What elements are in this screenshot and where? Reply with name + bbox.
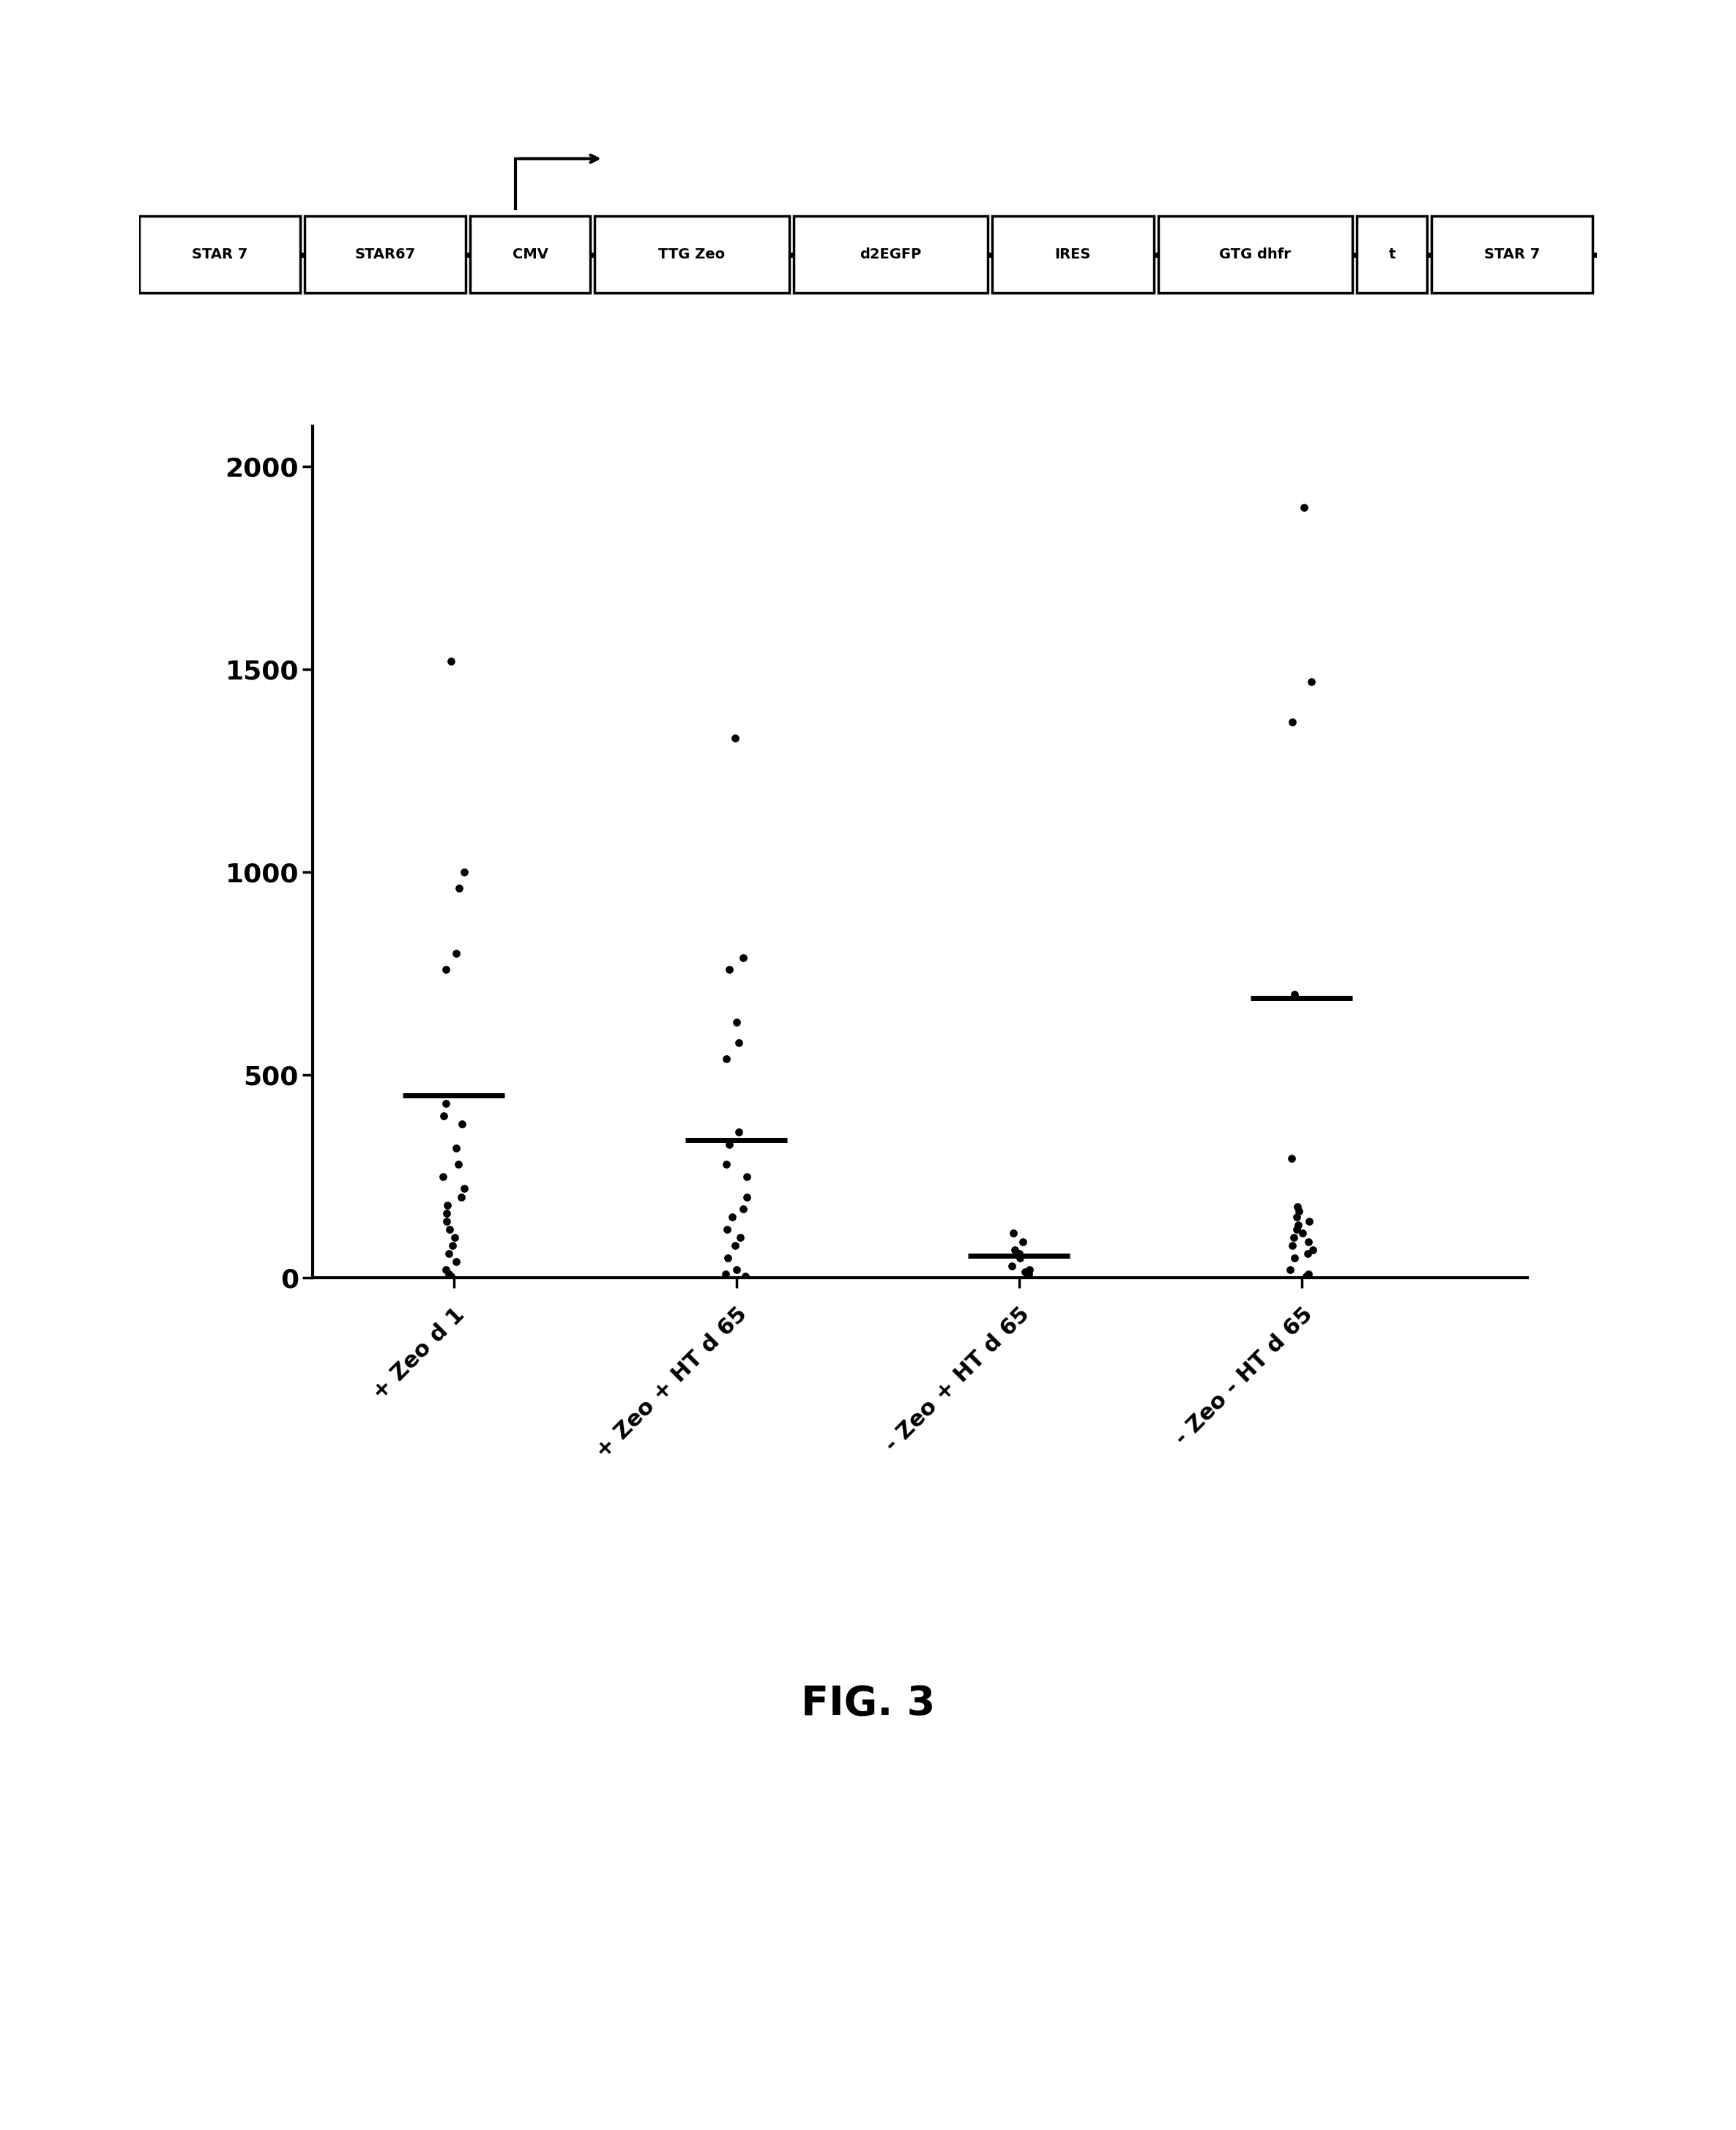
Point [720, 1229, 748, 1263]
Text: IRES: IRES [1055, 247, 1090, 262]
Bar [1358, 215, 1427, 294]
Point [1295, 1225, 1323, 1259]
Point [444, 1148, 472, 1182]
Text: STAR 7: STAR 7 [1484, 247, 1540, 262]
Text: FIG. 3: FIG. 3 [800, 1685, 936, 1723]
Point [1009, 1225, 1036, 1259]
Point [1000, 1216, 1028, 1250]
Point [715, 952, 743, 986]
Point [729, 1193, 757, 1227]
Point [1281, 1240, 1309, 1274]
Point [998, 1248, 1026, 1282]
Point [432, 1086, 460, 1120]
Point [1283, 1212, 1311, 1246]
Point [441, 1220, 469, 1255]
Text: GTG dhfr: GTG dhfr [1219, 247, 1292, 262]
Point [733, 1159, 760, 1193]
Point [434, 1189, 462, 1223]
Point [448, 1180, 476, 1214]
Point [715, 1127, 743, 1161]
Bar [1432, 215, 1592, 294]
Point [443, 1244, 470, 1278]
Text: t: t [1389, 247, 1396, 262]
Point [1016, 1252, 1043, 1287]
Point [1005, 1238, 1033, 1272]
Point [1278, 1142, 1305, 1176]
Point [432, 1252, 460, 1287]
Point [443, 937, 470, 971]
Point [444, 871, 472, 905]
Text: + Zeo d 1: + Zeo d 1 [368, 1304, 469, 1404]
Point [712, 1257, 740, 1291]
Point [431, 1099, 458, 1133]
Point [722, 1252, 750, 1287]
Point [1299, 1233, 1326, 1267]
Bar [594, 215, 790, 294]
Point [448, 1108, 476, 1142]
Point [437, 643, 465, 677]
Text: STAR67: STAR67 [354, 247, 415, 262]
Point [712, 1042, 740, 1076]
Point [1295, 1257, 1323, 1291]
Bar [139, 215, 300, 294]
Point [1014, 1259, 1042, 1293]
Text: CMV: CMV [512, 247, 549, 262]
Bar [1158, 215, 1352, 294]
Text: TTG Zeo: TTG Zeo [658, 247, 726, 262]
Point [451, 1172, 479, 1206]
Point [429, 1159, 457, 1193]
Point [1278, 705, 1305, 739]
Point [1285, 1195, 1312, 1229]
Point [1276, 1252, 1304, 1287]
Point [1295, 1203, 1323, 1238]
Point [450, 856, 477, 890]
Text: STAR 7: STAR 7 [191, 247, 248, 262]
Point [733, 1259, 760, 1293]
Point [719, 1199, 746, 1233]
Point [1283, 1199, 1311, 1233]
Text: d2EGFP: d2EGFP [859, 247, 922, 262]
Bar [470, 215, 590, 294]
Text: - Zeo + HT d 65: - Zeo + HT d 65 [882, 1304, 1035, 1457]
Point [439, 1229, 467, 1263]
Point [1288, 1216, 1316, 1250]
Point [1285, 1208, 1312, 1242]
Text: + Zeo + HT d 65: + Zeo + HT d 65 [592, 1304, 752, 1463]
Point [1016, 1257, 1043, 1291]
Point [713, 1212, 741, 1246]
Point [443, 1131, 470, 1165]
Point [436, 1238, 464, 1272]
Point [722, 722, 750, 756]
Point [1007, 1240, 1035, 1274]
Point [436, 1257, 464, 1291]
Point [726, 1114, 753, 1148]
Bar [993, 215, 1154, 294]
Point [733, 1180, 760, 1214]
Point [1292, 1259, 1319, 1293]
Point [1278, 1229, 1305, 1263]
Point [1290, 490, 1318, 524]
Point [437, 1259, 465, 1293]
Point [1002, 1233, 1029, 1267]
Point [1283, 1191, 1311, 1225]
Point [1012, 1255, 1040, 1289]
Point [1281, 978, 1309, 1012]
Point [1293, 1238, 1321, 1272]
Point [727, 1220, 755, 1255]
Text: - Zeo - HT d 65: - Zeo - HT d 65 [1172, 1304, 1316, 1448]
Point [1279, 1220, 1307, 1255]
Point [724, 1027, 752, 1061]
Point [713, 1148, 741, 1182]
Bar [304, 215, 465, 294]
Point [436, 1212, 464, 1246]
Point [729, 941, 757, 976]
Point [432, 1203, 460, 1238]
Point [1297, 665, 1325, 699]
Bar [793, 215, 988, 294]
Point [713, 1240, 741, 1274]
Point [432, 952, 460, 986]
Point [432, 1197, 460, 1231]
Point [722, 1005, 750, 1039]
